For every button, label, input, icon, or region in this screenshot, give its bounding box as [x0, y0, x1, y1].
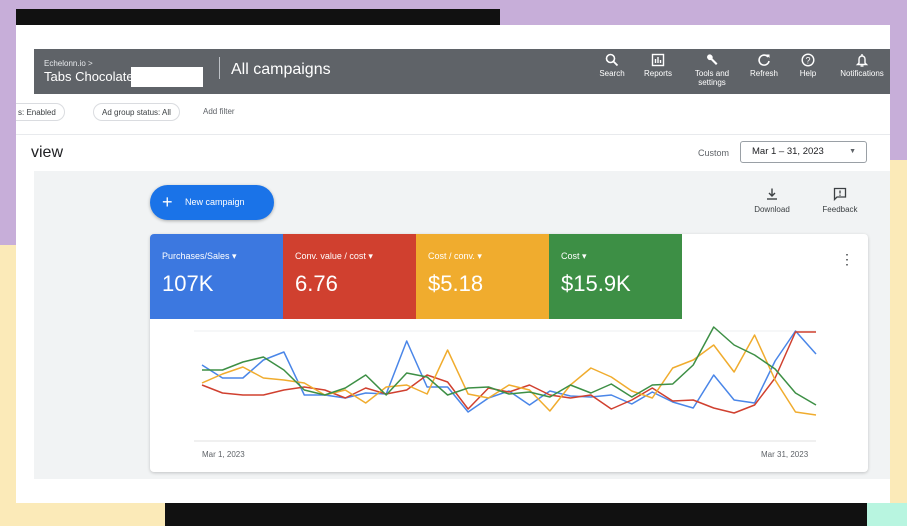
- plus-icon: +: [162, 192, 173, 212]
- x-axis-start-label: Mar 1, 2023: [202, 450, 245, 459]
- refresh-icon: [746, 53, 782, 69]
- background-yellow: [888, 160, 907, 526]
- top-app-bar: Echelonn.io > Tabs Chocolate All campaig…: [34, 49, 890, 94]
- performance-line-chart: [194, 326, 817, 442]
- feedback-icon: [816, 187, 864, 205]
- page-title: All campaigns: [231, 61, 331, 78]
- account-name[interactable]: Tabs Chocolate: [44, 69, 134, 84]
- series-layer: [201, 326, 817, 416]
- google-ads-window: Echelonn.io > Tabs Chocolate All campaig…: [16, 25, 890, 503]
- metric-tile-cost[interactable]: Cost ▾ $15.9K: [549, 234, 682, 319]
- series-line-0: [201, 330, 817, 413]
- metric-tile-conv-value-cost[interactable]: Conv. value / cost ▾ 6.76: [283, 234, 416, 319]
- svg-text:?: ?: [805, 55, 810, 65]
- notifications-button[interactable]: Notifications: [834, 53, 890, 78]
- metric-label[interactable]: Conv. value / cost ▾: [295, 251, 373, 261]
- divider: [16, 134, 890, 135]
- metric-value: 6.76: [295, 271, 338, 296]
- search-icon: [594, 53, 630, 69]
- dropdown-arrow-icon: ▼: [849, 148, 856, 155]
- filter-chip-ad-group-status[interactable]: Ad group status: All: [93, 103, 180, 121]
- date-range-value: Mar 1 – 31, 2023: [752, 146, 824, 157]
- new-campaign-button[interactable]: + New campaign: [150, 185, 274, 220]
- filter-bar: s: Enabled Ad group status: All Add filt…: [16, 101, 890, 125]
- background-mint: [867, 503, 907, 526]
- series-line-3: [202, 326, 817, 406]
- performance-card: Purchases/Sales ▾ 107K Conv. value / cos…: [150, 234, 868, 472]
- metric-value: $5.18: [428, 271, 484, 296]
- background-black-bar-bottom: [165, 503, 867, 526]
- search-button[interactable]: Search: [594, 53, 630, 78]
- metric-label[interactable]: Cost ▾: [561, 251, 587, 261]
- refresh-button[interactable]: Refresh: [746, 53, 782, 78]
- metric-label[interactable]: Cost / conv. ▾: [428, 251, 482, 261]
- add-filter-button[interactable]: Add filter: [203, 107, 235, 116]
- overview-title: view: [31, 144, 64, 161]
- filter-chip-status[interactable]: s: Enabled: [16, 103, 65, 121]
- reports-button[interactable]: Reports: [640, 53, 676, 78]
- series-line-1: [201, 331, 816, 414]
- background-black-bar: [16, 9, 500, 25]
- more-options-icon[interactable]: ⋮: [840, 251, 854, 267]
- bell-icon: [834, 53, 890, 69]
- metric-tile-cost-per-conv[interactable]: Cost / conv. ▾ $5.18: [416, 234, 549, 319]
- date-range-type-label: Custom: [698, 148, 730, 158]
- metric-value: 107K: [162, 271, 214, 296]
- help-icon: ?: [792, 53, 824, 69]
- download-button[interactable]: Download: [748, 187, 796, 214]
- redacted-account-id: [131, 67, 203, 87]
- download-icon: [748, 187, 796, 205]
- metric-label[interactable]: Purchases/Sales ▾: [162, 251, 237, 261]
- feedback-button[interactable]: Feedback: [816, 187, 864, 214]
- title-divider: [219, 57, 220, 79]
- series-line-2: [201, 334, 817, 416]
- help-button[interactable]: ? Help: [792, 53, 824, 78]
- date-range-selector[interactable]: Mar 1 – 31, 2023 ▼: [740, 141, 867, 163]
- wrench-icon: [688, 53, 736, 69]
- reports-icon: [640, 53, 676, 69]
- x-axis-end-label: Mar 31, 2023: [761, 450, 809, 459]
- metric-tile-purchases-sales[interactable]: Purchases/Sales ▾ 107K: [150, 234, 283, 319]
- tools-and-settings-button[interactable]: Tools and settings: [688, 53, 736, 87]
- metric-value: $15.9K: [561, 271, 631, 296]
- breadcrumb[interactable]: Echelonn.io >: [44, 59, 93, 68]
